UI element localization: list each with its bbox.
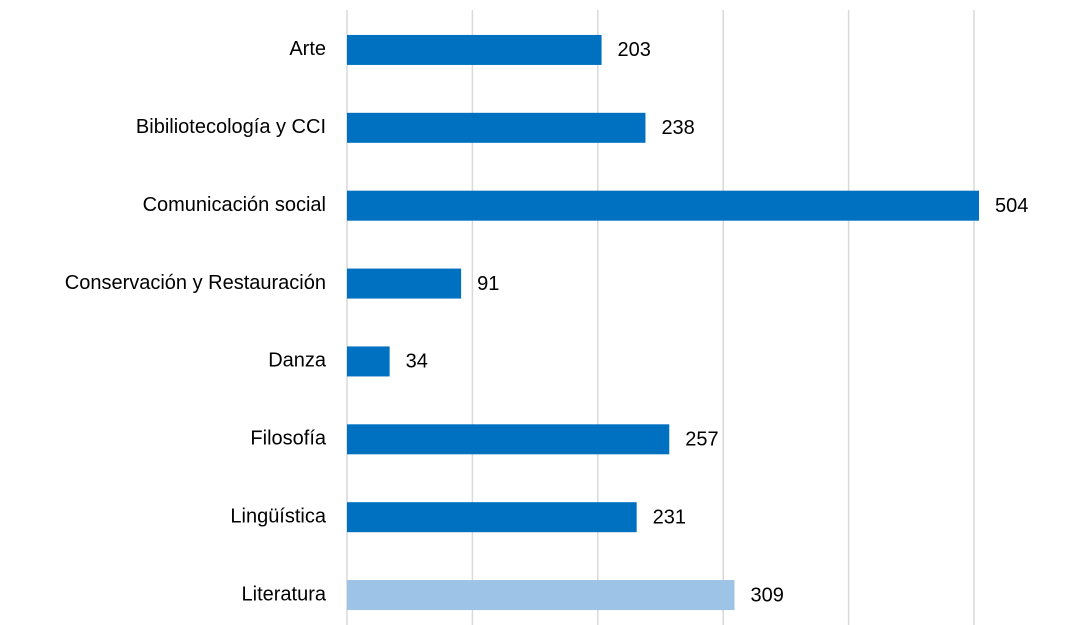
value-label: 504 — [995, 195, 1028, 217]
y-tick-label: Danza — [268, 350, 327, 372]
value-label: 34 — [406, 351, 428, 373]
bar — [347, 268, 462, 299]
y-tick-label: Arte — [289, 38, 326, 60]
bar — [347, 424, 670, 455]
bar — [347, 580, 735, 611]
bar — [347, 502, 637, 533]
y-tick-label: Comunicación social — [143, 194, 326, 216]
value-label: 91 — [477, 273, 499, 295]
bar — [347, 346, 390, 377]
y-tick-label: Conservación y Restauración — [65, 272, 326, 294]
bar — [347, 190, 980, 221]
y-tick-label: Lingüística — [230, 505, 326, 527]
value-label: 231 — [653, 506, 686, 528]
value-label: 309 — [750, 584, 783, 606]
y-tick-label: Bibiliotecología y CCI — [136, 116, 326, 138]
value-label: 238 — [661, 117, 694, 139]
y-tick-label: Filosofía — [250, 428, 326, 450]
value-label: 203 — [618, 39, 651, 61]
bar — [347, 112, 646, 143]
value-label: 257 — [685, 429, 718, 451]
bar — [347, 34, 602, 65]
y-tick-label: Literatura — [242, 583, 327, 605]
